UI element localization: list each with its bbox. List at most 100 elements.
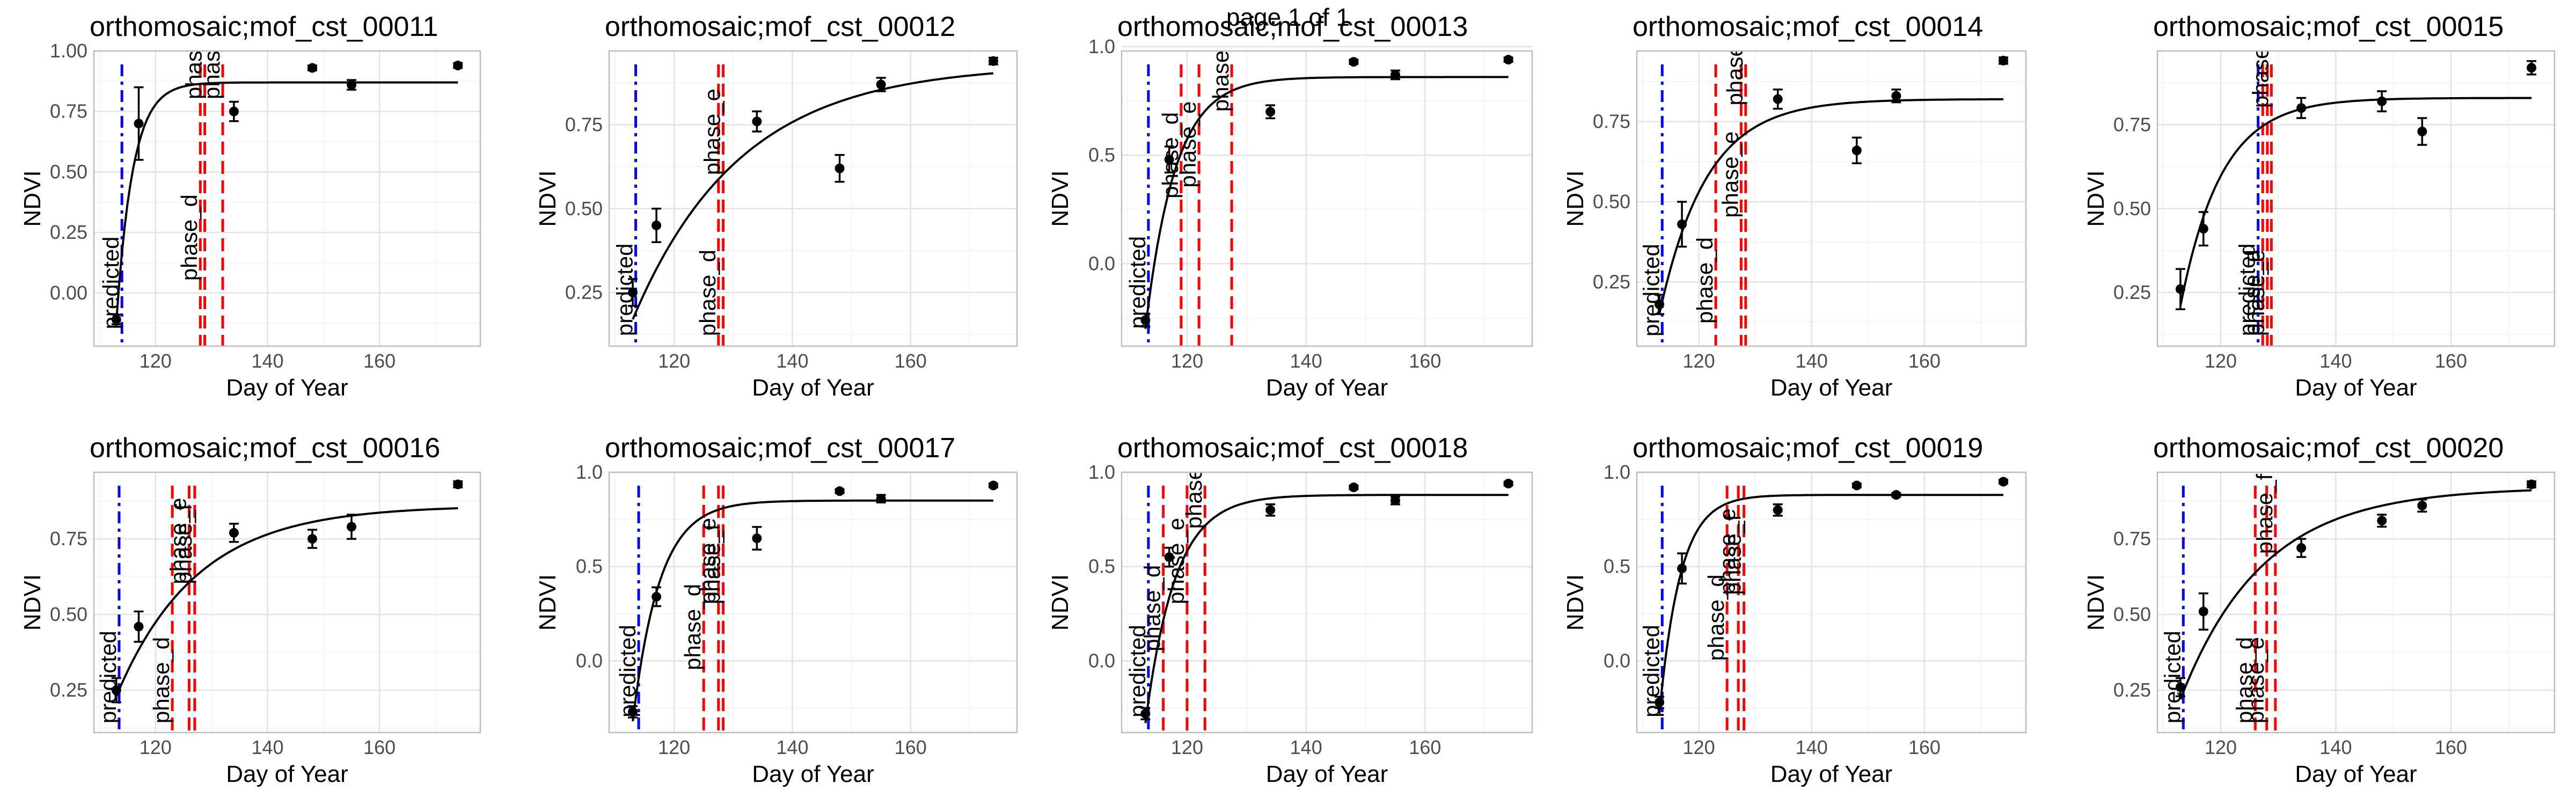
data-point — [1677, 564, 1687, 574]
phase-label: phase_e — [1717, 131, 1743, 218]
y-tick-label: 0.0 — [1088, 252, 1115, 274]
data-point — [1391, 495, 1400, 506]
chart-panel: orthomosaic;mof_cst_00017 120 140 160 0.0 0.5… — [535, 433, 1018, 787]
predicted-label: predicted — [1638, 244, 1664, 336]
data-point — [988, 480, 998, 491]
fitted-curve — [2179, 489, 2532, 700]
y-axis-label: NDVI — [19, 170, 46, 226]
y-tick-label: 0.0 — [1604, 649, 1630, 671]
y-tick-label: 0.5 — [576, 555, 603, 577]
page-title: page 1 of 1 — [1226, 3, 1350, 31]
phase-label: phase_ — [1208, 38, 1233, 112]
x-tick-label: 140 — [1796, 350, 1828, 372]
fitted-curve — [1658, 98, 2004, 314]
x-tick-label: 160 — [2435, 736, 2467, 758]
data-point — [1503, 55, 1513, 65]
data-point — [752, 116, 762, 127]
plot-area — [94, 472, 480, 733]
x-tick-label: 140 — [2319, 736, 2352, 758]
data-point — [1773, 94, 1783, 104]
x-tick-label: 140 — [251, 350, 283, 372]
fitted-curve — [115, 507, 458, 697]
x-tick-label: 160 — [363, 350, 396, 372]
data-point — [835, 163, 845, 173]
data-point — [2417, 127, 2427, 136]
data-point — [134, 621, 144, 632]
data-point — [229, 528, 239, 538]
fitted-curve — [1144, 76, 1509, 329]
x-tick-label: 140 — [2319, 350, 2352, 372]
y-tick-label: 1.0 — [576, 461, 603, 483]
y-tick-label: 0.25 — [2113, 281, 2151, 303]
data-point — [1140, 315, 1151, 325]
y-tick-label: 1.0 — [1088, 35, 1115, 57]
data-point — [1265, 107, 1276, 117]
y-axis-label: NDVI — [1047, 170, 1073, 226]
data-point — [628, 288, 638, 297]
phase-label: phase_d — [1692, 237, 1717, 324]
chart-panel: orthomosaic;mof_cst_00013 120 140 160 0.0 0.5… — [1047, 11, 1533, 401]
phase-label: phase_f — [1181, 449, 1206, 529]
data-point — [1655, 697, 1665, 707]
data-point — [1891, 490, 1901, 500]
chart-panel: orthomosaic;mof_cst_00019 120 140 160 0.0 0.5… — [1562, 433, 2027, 787]
data-point — [1998, 55, 2008, 65]
x-axis-label: Day of Year — [2295, 375, 2417, 401]
panel-border — [93, 50, 481, 347]
chart-title: orthomosaic;mof_cst_00011 — [90, 11, 438, 42]
data-point — [2175, 682, 2185, 692]
data-point — [347, 80, 356, 90]
x-axis-label: Day of Year — [1770, 375, 1893, 401]
phase-label: phase_e — [2243, 637, 2268, 723]
y-tick-label: 1.0 — [1604, 461, 1630, 483]
predicted-label: predicted — [2160, 631, 2185, 723]
data-point — [876, 79, 886, 90]
y-axis-label: NDVI — [2083, 170, 2109, 226]
phase-label: phase_e — [165, 498, 191, 584]
phase-label: phase_e — [695, 518, 720, 604]
data-point — [652, 591, 662, 602]
data-point — [628, 707, 638, 717]
x-tick-label: 140 — [1290, 350, 1322, 372]
data-point — [1891, 91, 1901, 101]
panel-border — [93, 471, 481, 734]
x-tick-label: 140 — [1796, 736, 1828, 758]
y-tick-label: 0.25 — [50, 679, 87, 701]
fitted-curve — [2179, 97, 2532, 306]
data-point — [1349, 482, 1359, 493]
data-point — [1349, 57, 1359, 67]
data-point — [1164, 552, 1174, 562]
phase-label: phase_d — [2239, 250, 2264, 336]
y-axis-label: NDVI — [535, 574, 561, 631]
phase-label: phase_d — [1703, 574, 1729, 661]
data-point — [453, 479, 463, 489]
x-axis-label: Day of Year — [2295, 761, 2417, 787]
panel-border — [1636, 471, 2027, 734]
y-tick-label: 0.25 — [565, 281, 603, 303]
x-tick-label: 140 — [251, 736, 283, 758]
data-point — [1140, 708, 1151, 719]
x-tick-label: 120 — [2205, 736, 2237, 758]
data-point — [1998, 477, 2008, 487]
x-tick-label: 120 — [1683, 736, 1715, 758]
fitted-curve — [115, 81, 458, 323]
phase-label: phase_f — [1721, 515, 1746, 595]
chart-panel: orthomosaic;mof_cst_00016 120 140 160 0.25 0.… — [19, 433, 481, 787]
x-tick-label: 120 — [658, 350, 690, 372]
x-tick-label: 160 — [895, 350, 927, 372]
x-tick-label: 140 — [776, 350, 808, 372]
chart-panel: orthomosaic;mof_cst_00018 120 140 160 0.0 0.5… — [1047, 433, 1533, 787]
panel-border — [2156, 471, 2556, 734]
data-point — [307, 63, 317, 73]
y-tick-label: 0.75 — [50, 528, 87, 550]
fitted-curve — [1144, 494, 1509, 723]
x-axis-label: Day of Year — [1266, 375, 1388, 401]
x-tick-label: 160 — [1409, 736, 1441, 758]
y-tick-label: 0.75 — [565, 114, 603, 136]
data-point — [1851, 145, 1862, 156]
fitted-curve — [632, 72, 994, 320]
